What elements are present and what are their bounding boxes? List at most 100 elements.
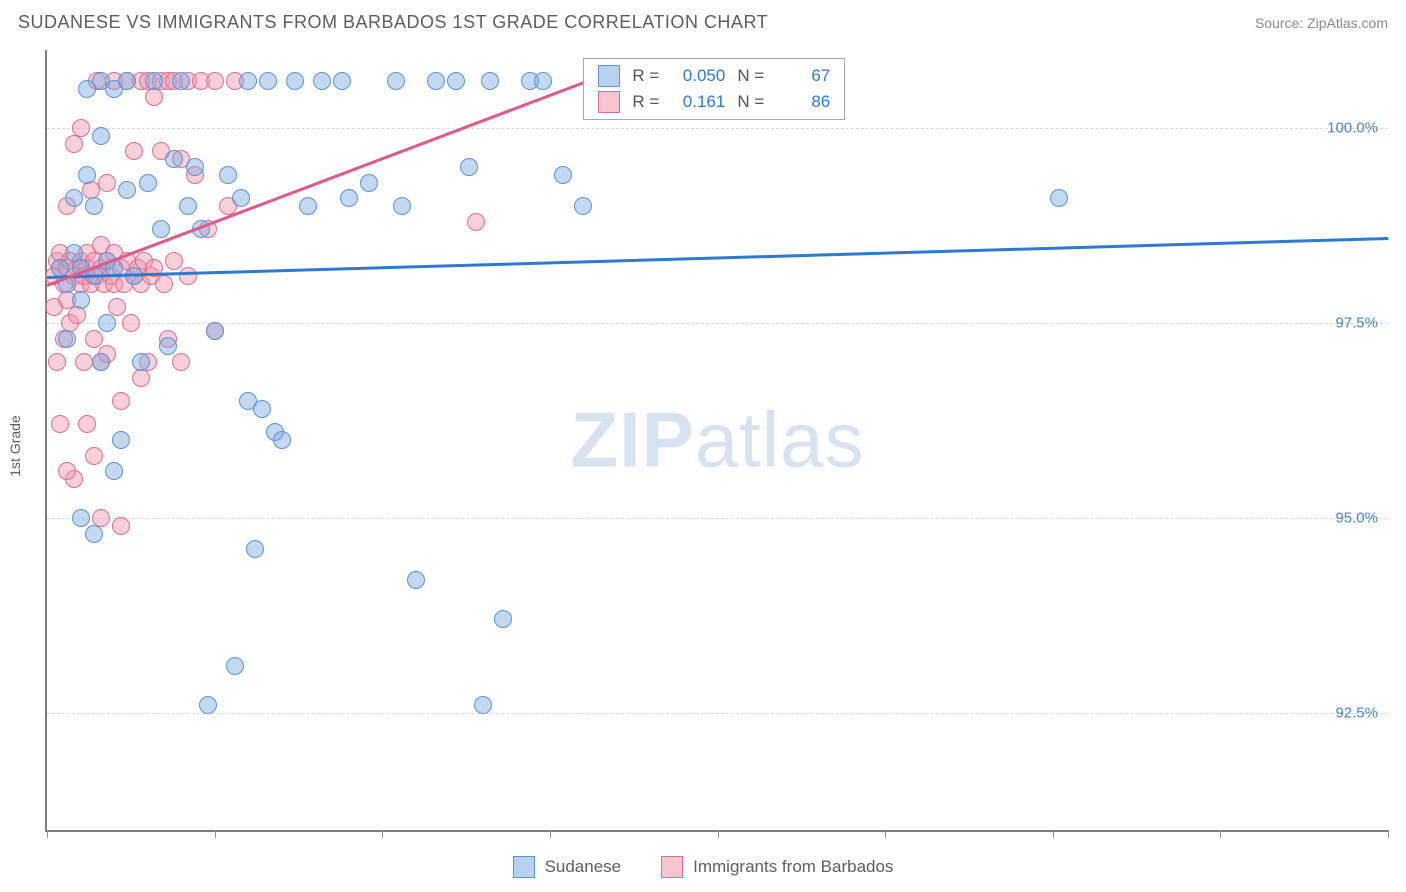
- scatter-point: [447, 72, 465, 90]
- scatter-point: [494, 610, 512, 628]
- scatter-point: [199, 696, 217, 714]
- scatter-point: [98, 314, 116, 332]
- scatter-point: [108, 298, 126, 316]
- watermark-part-b: atlas: [695, 396, 865, 484]
- r-label: R =: [632, 66, 659, 86]
- swatch-pink: [661, 856, 683, 878]
- scatter-point: [85, 525, 103, 543]
- scatter-point: [65, 189, 83, 207]
- scatter-point: [112, 517, 130, 535]
- scatter-point: [72, 509, 90, 527]
- bottom-legend: Sudanese Immigrants from Barbados: [0, 856, 1406, 878]
- x-tick: [1053, 830, 1054, 838]
- scatter-point: [460, 158, 478, 176]
- scatter-point: [474, 696, 492, 714]
- chart-title: SUDANESE VS IMMIGRANTS FROM BARBADOS 1ST…: [18, 12, 768, 33]
- n-label: N =: [737, 92, 764, 112]
- scatter-point: [239, 72, 257, 90]
- scatter-point: [112, 392, 130, 410]
- scatter-point: [65, 135, 83, 153]
- scatter-point: [554, 166, 572, 184]
- scatter-point: [232, 189, 250, 207]
- x-tick: [550, 830, 551, 838]
- watermark: ZIPatlas: [570, 395, 864, 486]
- r-value-sudanese: 0.050: [671, 66, 725, 86]
- legend-item-barbados: Immigrants from Barbados: [661, 856, 893, 878]
- scatter-point: [206, 322, 224, 340]
- scatter-point: [259, 72, 277, 90]
- scatter-point: [48, 353, 66, 371]
- swatch-pink: [598, 91, 620, 113]
- scatter-point: [152, 220, 170, 238]
- scatter-point: [481, 72, 499, 90]
- scatter-point: [427, 72, 445, 90]
- swatch-blue: [513, 856, 535, 878]
- n-label: N =: [737, 66, 764, 86]
- y-axis-label: 1st Grade: [7, 415, 23, 476]
- scatter-point: [226, 657, 244, 675]
- scatter-point: [299, 197, 317, 215]
- scatter-point: [78, 415, 96, 433]
- plot-area: ZIPatlas 92.5%95.0%97.5%100.0% R = 0.050…: [45, 50, 1388, 832]
- scatter-point: [387, 72, 405, 90]
- x-tick: [382, 830, 383, 838]
- scatter-point: [72, 291, 90, 309]
- x-tick: [1220, 830, 1221, 838]
- scatter-point: [145, 88, 163, 106]
- watermark-part-a: ZIP: [570, 396, 694, 484]
- scatter-point: [68, 306, 86, 324]
- y-tick-label: 97.5%: [1335, 315, 1378, 332]
- scatter-point: [51, 415, 69, 433]
- x-tick: [1388, 830, 1389, 838]
- scatter-point: [139, 174, 157, 192]
- scatter-point: [72, 119, 90, 137]
- scatter-point: [125, 142, 143, 160]
- x-tick: [47, 830, 48, 838]
- scatter-point: [313, 72, 331, 90]
- source-attribution: Source: ZipAtlas.com: [1255, 15, 1388, 31]
- x-tick: [885, 830, 886, 838]
- scatter-point: [85, 447, 103, 465]
- scatter-point: [246, 540, 264, 558]
- chart-container: ZIPatlas 92.5%95.0%97.5%100.0% R = 0.050…: [45, 50, 1388, 832]
- scatter-point: [112, 431, 130, 449]
- scatter-point: [286, 72, 304, 90]
- scatter-point: [179, 197, 197, 215]
- scatter-point: [186, 158, 204, 176]
- stat-row-barbados: R = 0.161 N = 86: [584, 89, 844, 115]
- n-value-sudanese: 67: [776, 66, 830, 86]
- legend-item-sudanese: Sudanese: [513, 856, 622, 878]
- scatter-point: [467, 213, 485, 231]
- trend-line: [47, 237, 1388, 278]
- scatter-point: [534, 72, 552, 90]
- stat-row-sudanese: R = 0.050 N = 67: [584, 63, 844, 89]
- scatter-point: [179, 267, 197, 285]
- n-value-barbados: 86: [776, 92, 830, 112]
- scatter-point: [574, 197, 592, 215]
- scatter-point: [78, 166, 96, 184]
- scatter-point: [253, 400, 271, 418]
- scatter-point: [85, 330, 103, 348]
- y-tick-label: 95.0%: [1335, 510, 1378, 527]
- scatter-point: [125, 267, 143, 285]
- scatter-point: [155, 275, 173, 293]
- scatter-point: [105, 462, 123, 480]
- scatter-point: [159, 337, 177, 355]
- scatter-point: [172, 72, 190, 90]
- correlation-stat-box: R = 0.050 N = 67 R = 0.161 N = 86: [583, 58, 845, 120]
- scatter-point: [98, 174, 116, 192]
- scatter-point: [273, 431, 291, 449]
- scatter-point: [340, 189, 358, 207]
- scatter-point: [118, 181, 136, 199]
- scatter-point: [58, 462, 76, 480]
- swatch-blue: [598, 65, 620, 87]
- scatter-point: [118, 72, 136, 90]
- scatter-point: [360, 174, 378, 192]
- scatter-point: [172, 353, 190, 371]
- scatter-point: [393, 197, 411, 215]
- grid-line: [47, 713, 1388, 714]
- scatter-point: [165, 150, 183, 168]
- scatter-point: [58, 330, 76, 348]
- x-tick: [215, 830, 216, 838]
- r-value-barbados: 0.161: [671, 92, 725, 112]
